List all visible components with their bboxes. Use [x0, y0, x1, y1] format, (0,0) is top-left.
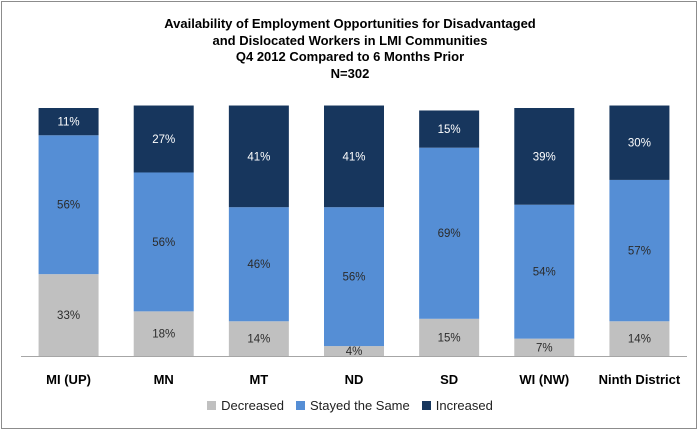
- data-label-mi-up-increased: 11%: [57, 117, 79, 129]
- x-tick-label-wi-nw: WI (NW): [519, 372, 569, 387]
- bar-nd-decreased: [324, 346, 384, 356]
- data-label-sd-decreased: 15%: [438, 332, 461, 344]
- bar-sd-decreased: [419, 318, 480, 356]
- data-label-mt-increased: 41%: [247, 151, 270, 163]
- bar-mi-up-increased: [38, 108, 99, 136]
- chart-title: Availability of Employment Opportunities…: [0, 16, 700, 82]
- bar-sd-stayed-the-same: [419, 147, 480, 319]
- bar-mn-stayed-the-same: [133, 172, 194, 312]
- bar-mt-decreased: [228, 321, 289, 356]
- data-label-mn-decreased: 18%: [152, 329, 175, 341]
- bar-wi-nw-increased: [514, 108, 575, 205]
- data-label-mi-up-decreased: 33%: [57, 310, 80, 322]
- data-label-mn-increased: 27%: [152, 134, 175, 146]
- data-label-ninth-district-stayed-the-same: 57%: [628, 246, 651, 258]
- legend-item-decreased: Decreased: [207, 398, 284, 413]
- x-tick-label-ninth-district: Ninth District: [599, 372, 681, 387]
- bar-nd-stayed-the-same: [324, 207, 384, 347]
- data-label-mt-decreased: 14%: [247, 334, 270, 346]
- data-label-ninth-district-decreased: 14%: [628, 334, 651, 346]
- chart-title-line-1: Availability of Employment Opportunities…: [164, 16, 536, 31]
- bar-ninth-district-stayed-the-same: [609, 179, 670, 322]
- data-label-wi-nw-decreased: 7%: [536, 342, 553, 354]
- data-label-nd-decreased: 4%: [346, 346, 363, 358]
- chart-legend: Decreased Stayed the Same Increased: [0, 398, 700, 413]
- legend-label-stayed-the-same: Stayed the Same: [310, 398, 410, 413]
- legend-swatch-decreased: [207, 401, 217, 410]
- data-label-sd-increased: 15%: [438, 124, 461, 136]
- bar-wi-nw-stayed-the-same: [514, 204, 575, 339]
- legend-swatch-stayed-the-same: [296, 401, 306, 410]
- legend-swatch-increased: [421, 401, 431, 410]
- bar-sd-increased: [419, 110, 480, 148]
- bar-mt-increased: [228, 105, 289, 208]
- bar-mn-increased: [133, 105, 194, 173]
- bar-ninth-district-increased: [609, 105, 670, 180]
- x-tick-label-mn: MN: [154, 372, 174, 387]
- data-label-mn-stayed-the-same: 56%: [152, 237, 175, 249]
- data-label-ninth-district-increased: 30%: [628, 138, 651, 150]
- bar-ninth-district-decreased: [609, 321, 670, 356]
- x-tick-label-mi-up: MI (UP): [46, 372, 91, 387]
- bar-wi-nw-decreased: [514, 338, 575, 356]
- bar-mi-up-decreased: [38, 274, 99, 356]
- legend-item-stayed-the-same: Stayed the Same: [296, 398, 410, 413]
- bar-mn-decreased: [133, 311, 194, 356]
- data-label-sd-stayed-the-same: 69%: [438, 228, 461, 240]
- x-tick-label-nd: ND: [345, 372, 364, 387]
- bar-mt-stayed-the-same: [228, 207, 289, 322]
- legend-label-decreased: Decreased: [221, 398, 285, 413]
- legend-item-increased: Increased: [421, 398, 493, 413]
- data-label-mt-stayed-the-same: 46%: [247, 259, 270, 271]
- x-tick-label-mt: MT: [249, 372, 268, 387]
- bar-nd-increased: [324, 105, 384, 208]
- data-label-nd-increased: 41%: [342, 151, 365, 163]
- data-label-wi-nw-stayed-the-same: 54%: [533, 267, 556, 279]
- x-tick-label-sd: SD: [440, 372, 458, 387]
- chart-title-line-4: N=302: [330, 65, 370, 81]
- data-label-mi-up-stayed-the-same: 56%: [57, 200, 80, 212]
- chart-title-line-2: and Dislocated Workers in LMI Communitie…: [212, 32, 488, 48]
- chart-title-line-3: Q4 2012 Compared to 6 Months Prior: [235, 49, 465, 64]
- data-label-nd-stayed-the-same: 56%: [342, 272, 365, 284]
- bar-mi-up-stayed-the-same: [38, 135, 99, 275]
- data-label-wi-nw-increased: 39%: [533, 151, 556, 163]
- legend-label-increased: Increased: [435, 398, 493, 413]
